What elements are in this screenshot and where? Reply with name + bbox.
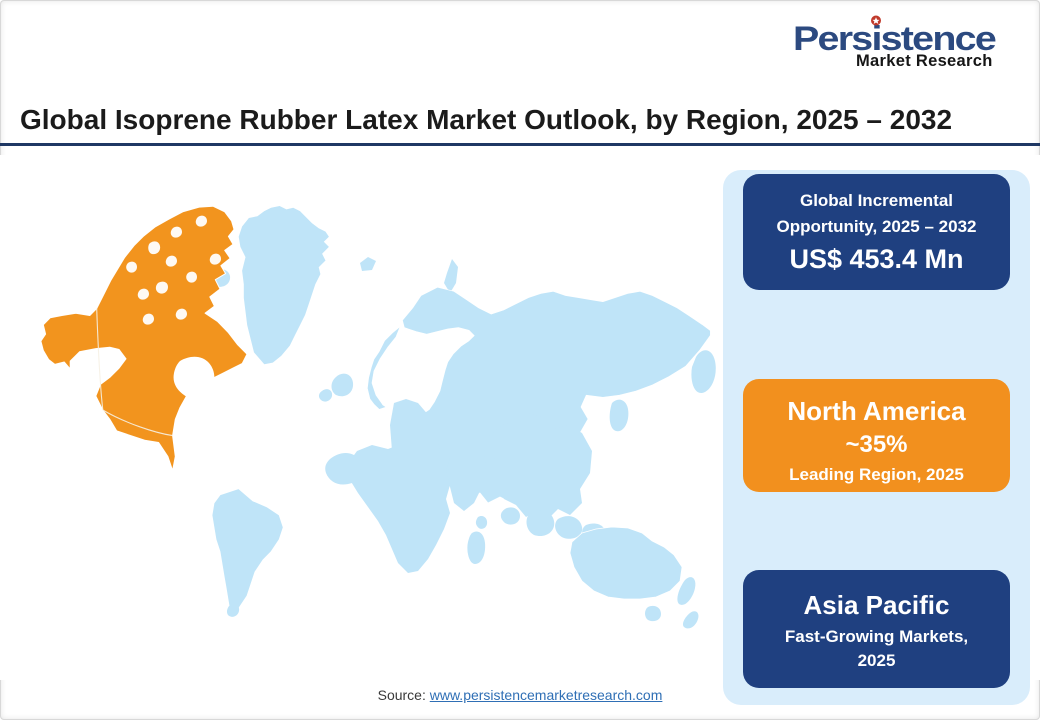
svg-text:Market Research: Market Research xyxy=(856,52,993,70)
